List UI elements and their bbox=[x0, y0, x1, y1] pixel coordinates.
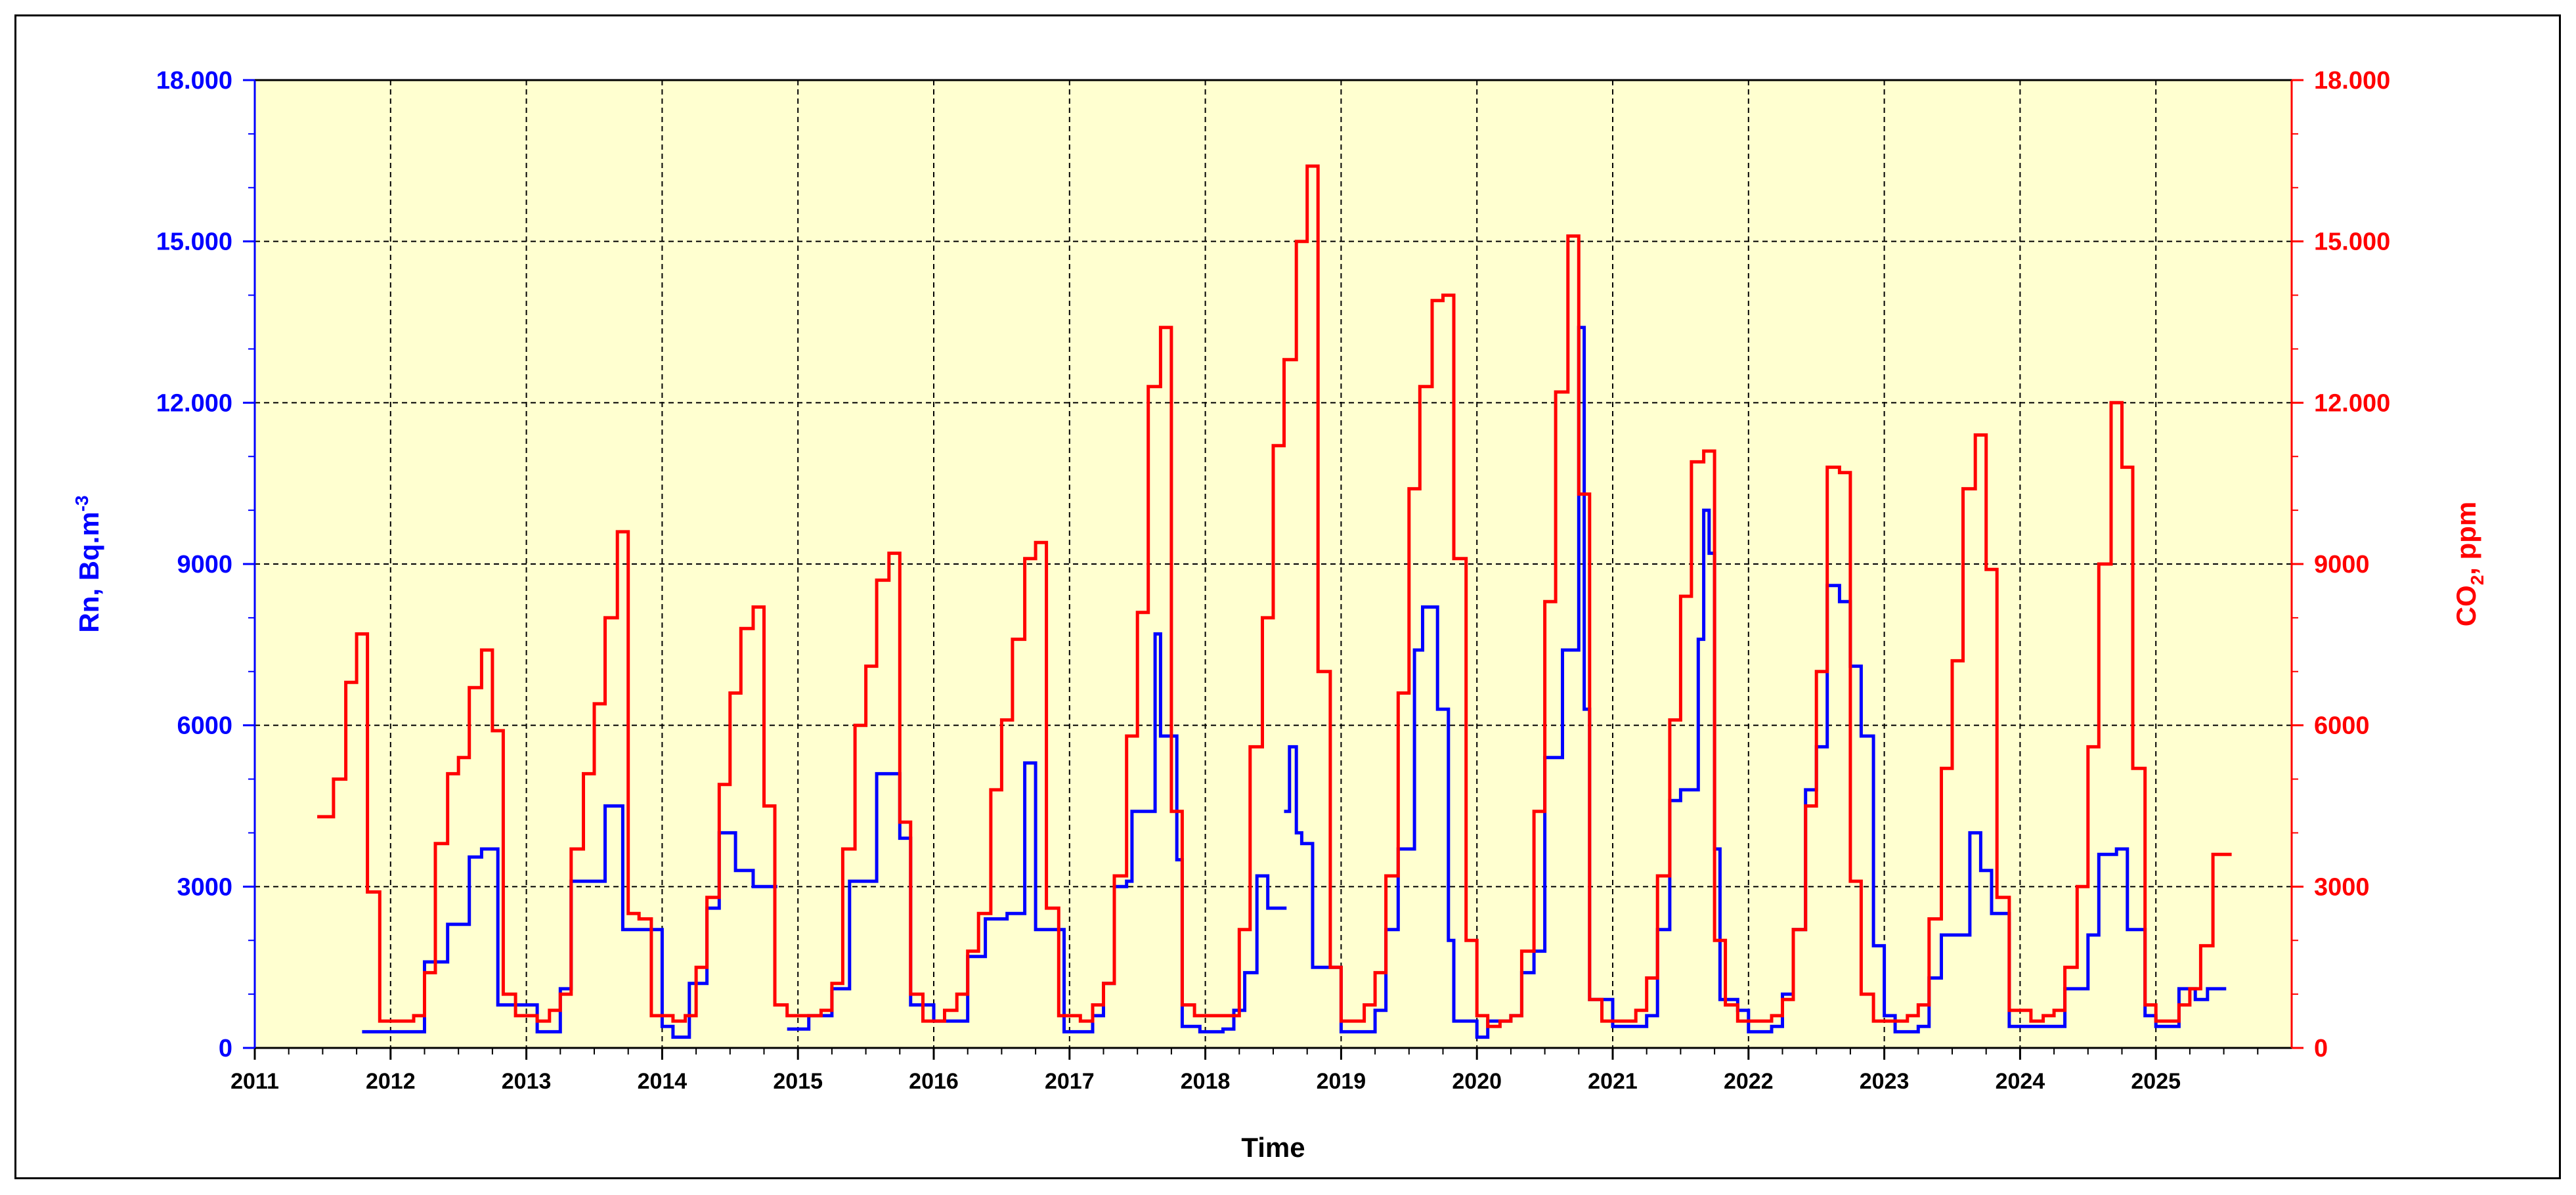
x-tick-label: 2015 bbox=[773, 1069, 823, 1094]
y-right-tick-label: 18.000 bbox=[2314, 67, 2390, 95]
y-right-tick-label: 6000 bbox=[2314, 712, 2370, 740]
x-tick-label: 2018 bbox=[1181, 1069, 1231, 1094]
series-line-rn bbox=[1284, 326, 2227, 1039]
x-tick-label: 2023 bbox=[1860, 1069, 1910, 1094]
y-left-tick-label: 18.000 bbox=[156, 67, 232, 95]
x-tick-label: 2017 bbox=[1045, 1069, 1095, 1094]
y-left-tick-label: 15.000 bbox=[156, 228, 232, 256]
x-tick-label: 2020 bbox=[1452, 1069, 1502, 1094]
series-line-rn bbox=[787, 632, 1287, 1033]
x-tick-label: 2011 bbox=[230, 1069, 279, 1094]
y-right-tick-label: 3000 bbox=[2314, 873, 2370, 901]
y-left-tick-label: 6000 bbox=[177, 712, 232, 740]
y-axis-right-title-text: CO bbox=[2451, 585, 2481, 626]
y-axis-right-title-sub: 2 bbox=[2467, 575, 2487, 586]
y-left-tick-label: 9000 bbox=[177, 551, 232, 578]
y-right-tick-label: 12.000 bbox=[2314, 389, 2390, 417]
gridlines bbox=[255, 80, 2292, 1048]
y-left-tick-label: 12.000 bbox=[156, 389, 232, 417]
x-axis-title: Time bbox=[1241, 1132, 1305, 1163]
x-tick-label: 2025 bbox=[2131, 1069, 2181, 1094]
x-tick-label: 2014 bbox=[638, 1069, 688, 1094]
y-axis-left-title: Rn, Bq.m-3 bbox=[72, 495, 104, 632]
x-tick-label: 2024 bbox=[1996, 1069, 2045, 1094]
y-left-tick-label: 3000 bbox=[177, 873, 232, 901]
y-axis-left-title-text: Rn, Bq.m bbox=[74, 511, 104, 632]
x-tick-label: 2022 bbox=[1724, 1069, 1774, 1094]
x-tick-label: 2021 bbox=[1588, 1069, 1638, 1094]
y-axis-right-title: CO2, ppm bbox=[2451, 502, 2487, 627]
y-axis-right-title-suffix: , ppm bbox=[2451, 502, 2481, 575]
y-left-tick-label: 0 bbox=[219, 1035, 232, 1062]
y-right-tick-label: 15.000 bbox=[2314, 228, 2390, 256]
x-tick-label: 2016 bbox=[909, 1069, 959, 1094]
series-line-co2 bbox=[317, 164, 2232, 1028]
axes: 2011 2012 2013 2014 2015 2016 2017 2018 2019 2020… bbox=[156, 67, 2390, 1094]
y-axis-left-title-sup: -3 bbox=[72, 495, 92, 511]
x-tick-label: 2019 bbox=[1317, 1069, 1366, 1094]
y-right-tick-label: 0 bbox=[2314, 1035, 2328, 1062]
axis-labels: Time Rn, Bq.m-3 CO2, ppm bbox=[72, 495, 2487, 1163]
series-group bbox=[317, 164, 2232, 1039]
x-tick-label: 2013 bbox=[502, 1069, 552, 1094]
x-tick-label: 2012 bbox=[366, 1069, 416, 1094]
y-right-tick-label: 9000 bbox=[2314, 551, 2370, 578]
